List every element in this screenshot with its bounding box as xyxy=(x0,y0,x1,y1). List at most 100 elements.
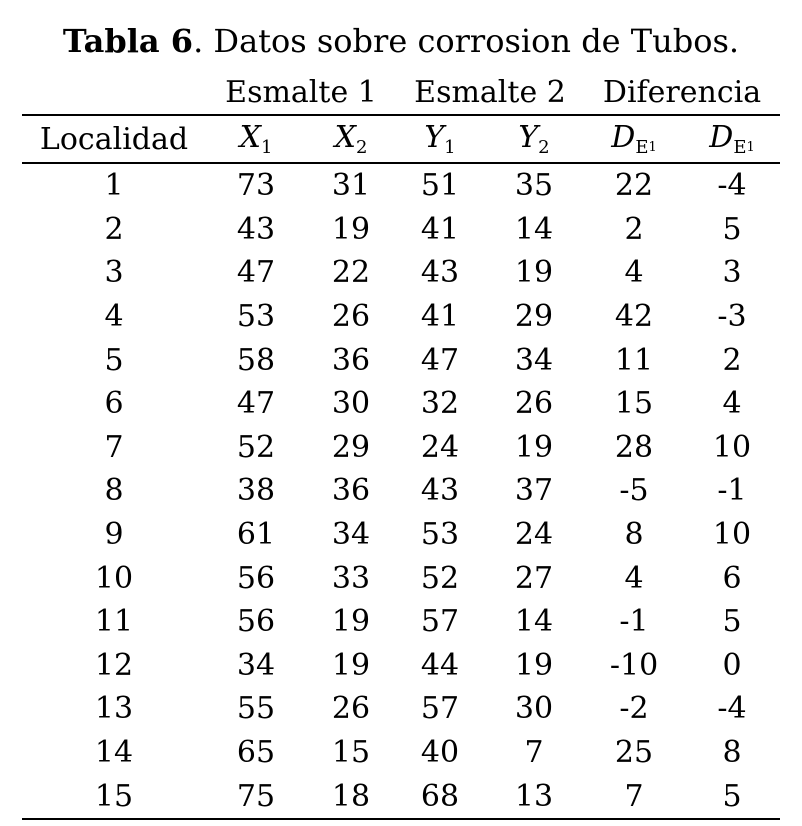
cell-x1: 43 xyxy=(236,211,276,247)
table-row: 8 38 36 43 37 -5 -1 xyxy=(22,469,780,513)
cell-y2: 14 xyxy=(514,211,554,247)
cell-y1: 52 xyxy=(420,560,460,596)
cell-y2: 34 xyxy=(514,342,554,378)
column-subscript: 2 xyxy=(355,137,368,158)
cell-y2: 19 xyxy=(514,255,554,291)
cell-de1-second: 5 xyxy=(722,604,742,640)
cell-localidad: 12 xyxy=(94,647,134,683)
column-header-de1-second: DE1 xyxy=(684,114,781,163)
cell-x2: 19 xyxy=(331,647,371,683)
table-row: 2 43 19 41 14 2 5 xyxy=(22,208,780,252)
table-row: 1 73 31 51 35 22 -4 xyxy=(22,162,781,208)
cell-x2: 26 xyxy=(331,299,371,335)
cell-y1: 43 xyxy=(420,473,460,509)
cell-de1-second: 4 xyxy=(722,386,742,422)
cell-y2: 24 xyxy=(514,517,554,553)
column-symbol: D xyxy=(611,120,636,155)
cell-y2: 7 xyxy=(524,735,544,771)
column-symbol: X xyxy=(239,120,261,155)
cell-x2: 30 xyxy=(331,386,371,422)
cell-de1-first: 7 xyxy=(584,774,684,820)
cell-x2: 29 xyxy=(331,429,371,465)
cell-y2: 26 xyxy=(514,386,554,422)
cell-localidad: 8 xyxy=(104,473,124,509)
table-row: 11 56 19 57 14 -1 5 xyxy=(22,600,780,644)
cell-x2: 36 xyxy=(331,342,371,378)
cell-x2: 26 xyxy=(331,691,371,727)
table-row: 3 47 22 43 19 4 3 xyxy=(22,251,780,295)
corrosion-data-table: Esmalte 1 Esmalte 2 Diferencia Localidad… xyxy=(22,70,781,820)
cell-x1: 55 xyxy=(236,691,276,727)
group-header-esmalte-2: Esmalte 2 xyxy=(414,74,566,110)
column-symbol: Y xyxy=(518,120,539,155)
table-row: 5 58 36 47 34 11 2 xyxy=(22,338,780,382)
column-header-localidad: Localidad xyxy=(22,114,206,163)
cell-x1: 47 xyxy=(236,386,276,422)
cell-localidad: 2 xyxy=(104,211,124,247)
cell-localidad: 10 xyxy=(94,560,134,596)
column-sub-subscript: 1 xyxy=(648,140,657,155)
column-subscript: 2 xyxy=(538,137,550,158)
table-row: 13 55 26 57 30 -2 -4 xyxy=(22,687,780,731)
table-header: Esmalte 1 Esmalte 2 Diferencia Localidad… xyxy=(22,70,781,163)
cell-y1: 40 xyxy=(420,735,460,771)
cell-localidad: 5 xyxy=(104,342,124,378)
cell-y2: 37 xyxy=(514,473,554,509)
cell-de1-first: 22 xyxy=(584,162,684,208)
cell-x1: 65 xyxy=(236,735,276,771)
cell-y1: 24 xyxy=(420,429,460,465)
cell-y2: 30 xyxy=(514,691,554,727)
cell-x2: 19 xyxy=(331,604,371,640)
cell-de1-first: 4 xyxy=(624,255,644,291)
cell-de1-second: -4 xyxy=(684,162,781,208)
cell-x1: 52 xyxy=(236,429,276,465)
cell-y1: 44 xyxy=(420,647,460,683)
table-row: 14 65 15 40 7 25 8 xyxy=(22,731,780,775)
cell-y2: 14 xyxy=(514,604,554,640)
cell-de1-first: 2 xyxy=(624,211,644,247)
cell-x2: 33 xyxy=(331,560,371,596)
table-row: 9 61 34 53 24 8 10 xyxy=(22,513,780,557)
cell-localidad: 15 xyxy=(22,774,206,820)
column-header-y2: Y2 xyxy=(484,114,584,163)
cell-y2: 35 xyxy=(484,162,584,208)
cell-y2: 29 xyxy=(514,299,554,335)
cell-y1: 41 xyxy=(420,211,460,247)
cell-y1: 57 xyxy=(420,604,460,640)
cell-localidad: 1 xyxy=(22,162,206,208)
cell-de1-first: 25 xyxy=(614,735,654,771)
cell-de1-first: -2 xyxy=(619,691,649,727)
cell-y1: 57 xyxy=(420,691,460,727)
cell-localidad: 13 xyxy=(94,691,134,727)
cell-de1-first: -10 xyxy=(609,647,659,683)
cell-de1-second: -3 xyxy=(717,299,747,335)
cell-y1: 41 xyxy=(420,299,460,335)
cell-y1: 47 xyxy=(420,342,460,378)
cell-x1: 47 xyxy=(236,255,276,291)
cell-de1-second: 10 xyxy=(712,429,752,465)
table-row: 4 53 26 41 29 42 -3 xyxy=(22,295,780,339)
cell-x1: 58 xyxy=(236,342,276,378)
cell-de1-first: 4 xyxy=(624,560,644,596)
cell-localidad: 4 xyxy=(104,299,124,335)
table-row: 7 52 29 24 19 28 10 xyxy=(22,426,780,470)
cell-de1-second: 10 xyxy=(712,517,752,553)
cell-de1-first: 42 xyxy=(614,299,654,335)
table-row: 12 34 19 44 19 -10 0 xyxy=(22,644,780,688)
cell-x2: 22 xyxy=(331,255,371,291)
cell-de1-first: 11 xyxy=(614,342,654,378)
cell-de1-second: 5 xyxy=(684,774,781,820)
cell-y2: 13 xyxy=(484,774,584,820)
cell-y2: 19 xyxy=(514,429,554,465)
cell-y1: 32 xyxy=(420,386,460,422)
column-symbol: X xyxy=(334,120,356,155)
group-header-empty xyxy=(22,70,206,115)
cell-de1-first: 28 xyxy=(614,429,654,465)
cell-y1: 43 xyxy=(420,255,460,291)
cell-de1-second: -1 xyxy=(717,473,747,509)
cell-y2: 19 xyxy=(514,647,554,683)
group-header-row: Esmalte 1 Esmalte 2 Diferencia xyxy=(22,70,780,115)
cell-x1: 56 xyxy=(236,560,276,596)
column-header-row: Localidad X1 X2 Y1 Y2 DE1 DE1 xyxy=(22,114,781,163)
table-body: 1 73 31 51 35 22 -4 2 43 19 41 14 2 5 3 47 22 43 19 4 3 4 53 26… xyxy=(22,162,781,820)
